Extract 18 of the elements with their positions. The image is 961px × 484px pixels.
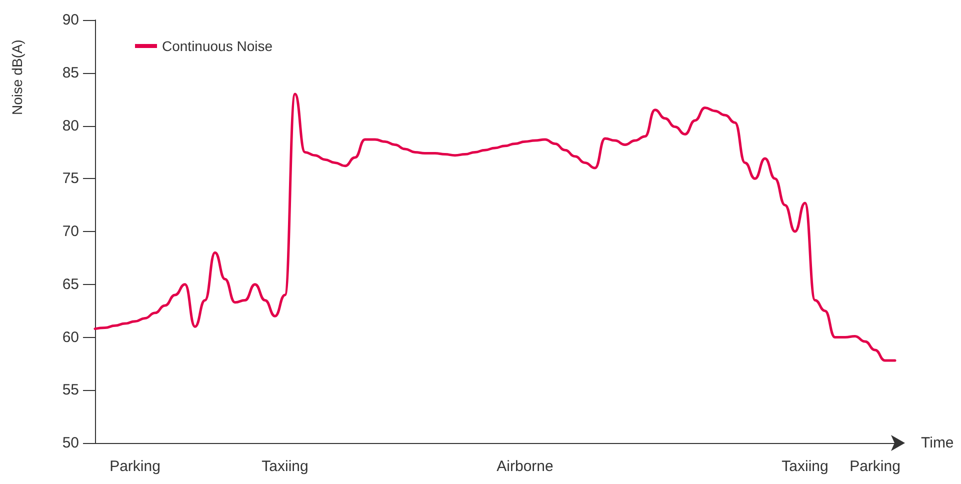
y-tick-label: 65: [62, 276, 79, 293]
x-tick-label: Taxiing: [782, 458, 828, 475]
y-tick-label: 55: [62, 382, 79, 399]
y-tick-label: 60: [62, 328, 79, 346]
line-series: [94, 92, 896, 362]
x-tick-label: Parking: [850, 458, 900, 475]
x-tick-label: Airborne: [496, 458, 554, 475]
y-tick-label: 50: [62, 434, 79, 452]
y-axis-title: Noise dB(A): [9, 40, 25, 115]
y-tick-label: 85: [62, 64, 79, 82]
x-axis-title: Time: [921, 434, 954, 452]
y-tick-label: 75: [62, 170, 79, 188]
y-tick-label: 90: [62, 12, 79, 28]
legend-label: Continuous Noise: [162, 38, 273, 54]
x-tick-label: Taxiing: [262, 458, 308, 475]
x-tick-label: Parking: [110, 458, 160, 475]
y-tick-label: 80: [62, 117, 79, 134]
y-tick-label: 70: [62, 223, 79, 240]
